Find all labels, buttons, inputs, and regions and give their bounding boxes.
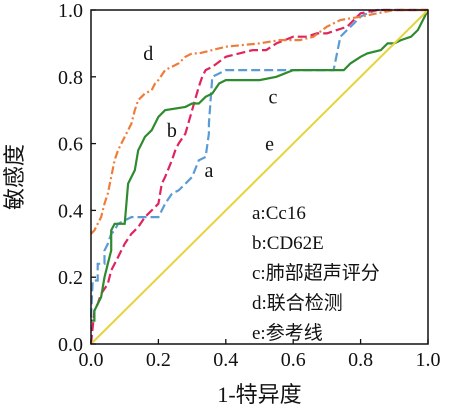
series-line-d [90,8,428,235]
curves-layer [89,8,429,345]
legend: a:Cc16 b:CD62E c:肺部超声评分 d:联合检测 e:参考线 [252,203,380,344]
labels-layer: a b c d e [143,43,277,182]
x-axis-title: 1-特异度 [217,382,301,407]
series-line-c [91,9,429,322]
axes-layer: 0.0 0.2 0.4 0.6 0.8 1.0 0.0 0.2 0.4 0.6 0.8 1.0 1-特异… [2,0,441,407]
legend-entry: a:Cc16 [252,203,306,224]
y-tick-label: 1.0 [58,0,83,22]
legend-entry: c:肺部超声评分 [252,262,380,284]
x-tick-label: 0.8 [348,349,373,371]
series-line-b [89,8,428,345]
y-axis-title: 敏感度 [2,144,27,210]
curve-label-c: c [269,87,278,109]
x-tick-label: 0.4 [213,349,238,371]
series-line-a [89,8,428,318]
curve-label-e: e [265,133,274,155]
x-tick-label: 0.0 [79,349,104,371]
legend-entry: b:CD62E [252,233,324,254]
y-tick-label: 0.0 [58,334,83,356]
legend-entry: e:参考线 [252,322,323,344]
plot-frame [90,9,429,345]
series-line-e [90,9,429,345]
curve-label-a: a [205,160,214,182]
y-tick-label: 0.8 [58,67,83,89]
curve-label-b: b [167,120,177,142]
legend-entry: d:联合检测 [252,292,343,314]
y-tick-label: 0.4 [58,200,83,222]
y-tick-label: 0.6 [58,134,83,156]
x-tick-label: 0.6 [281,349,306,371]
x-tick-label: 1.0 [416,349,441,371]
x-tick-label: 0.2 [146,349,171,371]
y-tick-label: 0.2 [58,267,83,289]
curve-label-d: d [143,43,153,65]
